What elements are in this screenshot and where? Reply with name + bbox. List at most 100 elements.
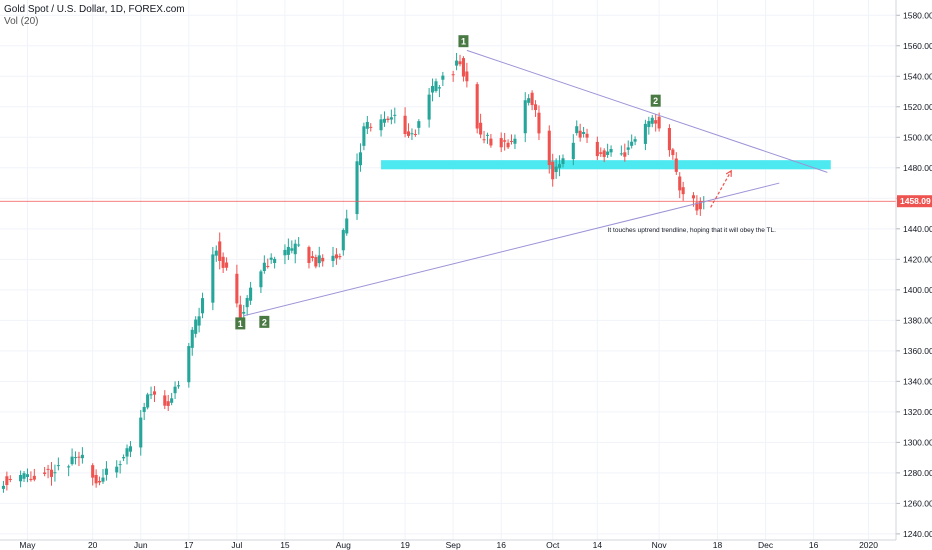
current-price-label: 1458.09 (900, 196, 931, 206)
touch-marker (235, 317, 246, 330)
candle-body (657, 116, 661, 129)
candle-body (633, 139, 637, 142)
candle-body (523, 100, 527, 134)
candle-body (509, 140, 514, 142)
candle-body (334, 254, 338, 259)
y-tick-label: 1560.00 (903, 41, 932, 51)
candle-body (451, 74, 455, 76)
candle-body (338, 256, 342, 258)
candle-body (547, 130, 551, 166)
candle-body (176, 385, 181, 387)
y-tick-label: 1520.00 (903, 102, 932, 112)
candle-body (321, 257, 325, 262)
candle-body (647, 121, 651, 128)
y-tick-label: 1400.00 (903, 285, 932, 295)
candle-body (70, 456, 74, 465)
candle-body (533, 104, 538, 111)
candle-body (582, 132, 586, 134)
x-tick-label: Jul (231, 540, 242, 550)
y-tick-label: 1540.00 (903, 71, 932, 81)
touch-marker (650, 94, 661, 107)
candle-body (122, 457, 126, 459)
y-tick-label: 1240.00 (903, 529, 932, 539)
candle-body (94, 475, 98, 484)
symbol-title: Gold Spot / U.S. Dollar, 1D, FOREX.com (4, 4, 185, 15)
candle-body (118, 464, 122, 466)
candle-body (485, 134, 490, 136)
candle-body (503, 140, 507, 142)
volume-indicator-label: Vol (20) (4, 16, 39, 27)
x-tick-label: 15 (280, 540, 290, 550)
candle-body (238, 304, 242, 320)
candle-body (128, 446, 132, 452)
candle-body (554, 166, 558, 173)
candle-body (307, 247, 311, 264)
annotation-layer: 1 2 1 2 It touches uptrend trendline, hoping… (235, 35, 776, 330)
candle-body (654, 120, 658, 124)
x-tick-label: 19 (400, 540, 410, 550)
chart-grid (0, 0, 896, 540)
candle-body (650, 117, 654, 124)
ascending-trendline (243, 182, 780, 317)
candle-body (29, 478, 33, 481)
candle-body (19, 474, 23, 482)
candle-body (461, 58, 465, 77)
candle-body (599, 152, 603, 154)
candle-body (362, 126, 366, 146)
candle-body (259, 271, 263, 288)
candle-body (575, 126, 579, 134)
candle-body (393, 114, 397, 116)
y-tick-label: 1320.00 (903, 407, 932, 417)
candle-body (242, 311, 246, 314)
candle-body (479, 122, 483, 135)
candle-body (578, 130, 582, 138)
candle-body (139, 417, 143, 448)
touch-marker-label: 1 (461, 37, 466, 47)
candle-body (249, 287, 253, 301)
candle-body (22, 473, 26, 479)
candle-body (698, 201, 702, 210)
candle-body (25, 474, 30, 477)
candle-body (190, 329, 194, 348)
candle-body (214, 250, 218, 256)
candle-body (619, 153, 623, 155)
candle-body (410, 133, 414, 135)
candle-body (386, 118, 390, 121)
candle-body (671, 149, 675, 156)
projection-arrow-head (725, 169, 732, 177)
candle-body (163, 395, 167, 406)
candle-body (170, 398, 174, 403)
x-tick-label: 17 (184, 540, 194, 550)
y-tick-label: 1360.00 (903, 346, 932, 356)
candle-body (389, 117, 393, 120)
candle-body (297, 244, 301, 246)
candle-body (441, 75, 445, 80)
y-tick-label: 1500.00 (903, 132, 932, 142)
candle-body (585, 133, 589, 138)
candle-body (437, 87, 441, 89)
candle-body (115, 466, 119, 473)
x-tick-label: Aug (336, 540, 351, 550)
candle-body (46, 468, 50, 470)
candlestick-series (1, 52, 706, 493)
candle-body (53, 472, 57, 474)
x-tick-label: 18 (713, 540, 723, 550)
candle-body (56, 465, 60, 467)
y-tick-label: 1580.00 (903, 10, 932, 20)
x-tick-label: Dec (758, 540, 774, 550)
candle-body (455, 60, 459, 66)
y-tick-label: 1380.00 (903, 315, 932, 325)
candle-body (403, 115, 407, 135)
candle-body (173, 386, 177, 394)
current-price-badge (897, 195, 932, 208)
candle-body (218, 241, 222, 261)
candle-body (475, 84, 479, 129)
candle-body (166, 401, 170, 406)
x-tick-label: Jun (134, 540, 148, 550)
candle-body (8, 478, 12, 480)
candle-body (369, 126, 373, 128)
candle-body (499, 138, 503, 148)
y-tick-label: 1440.00 (903, 224, 932, 234)
candle-body (317, 255, 321, 264)
